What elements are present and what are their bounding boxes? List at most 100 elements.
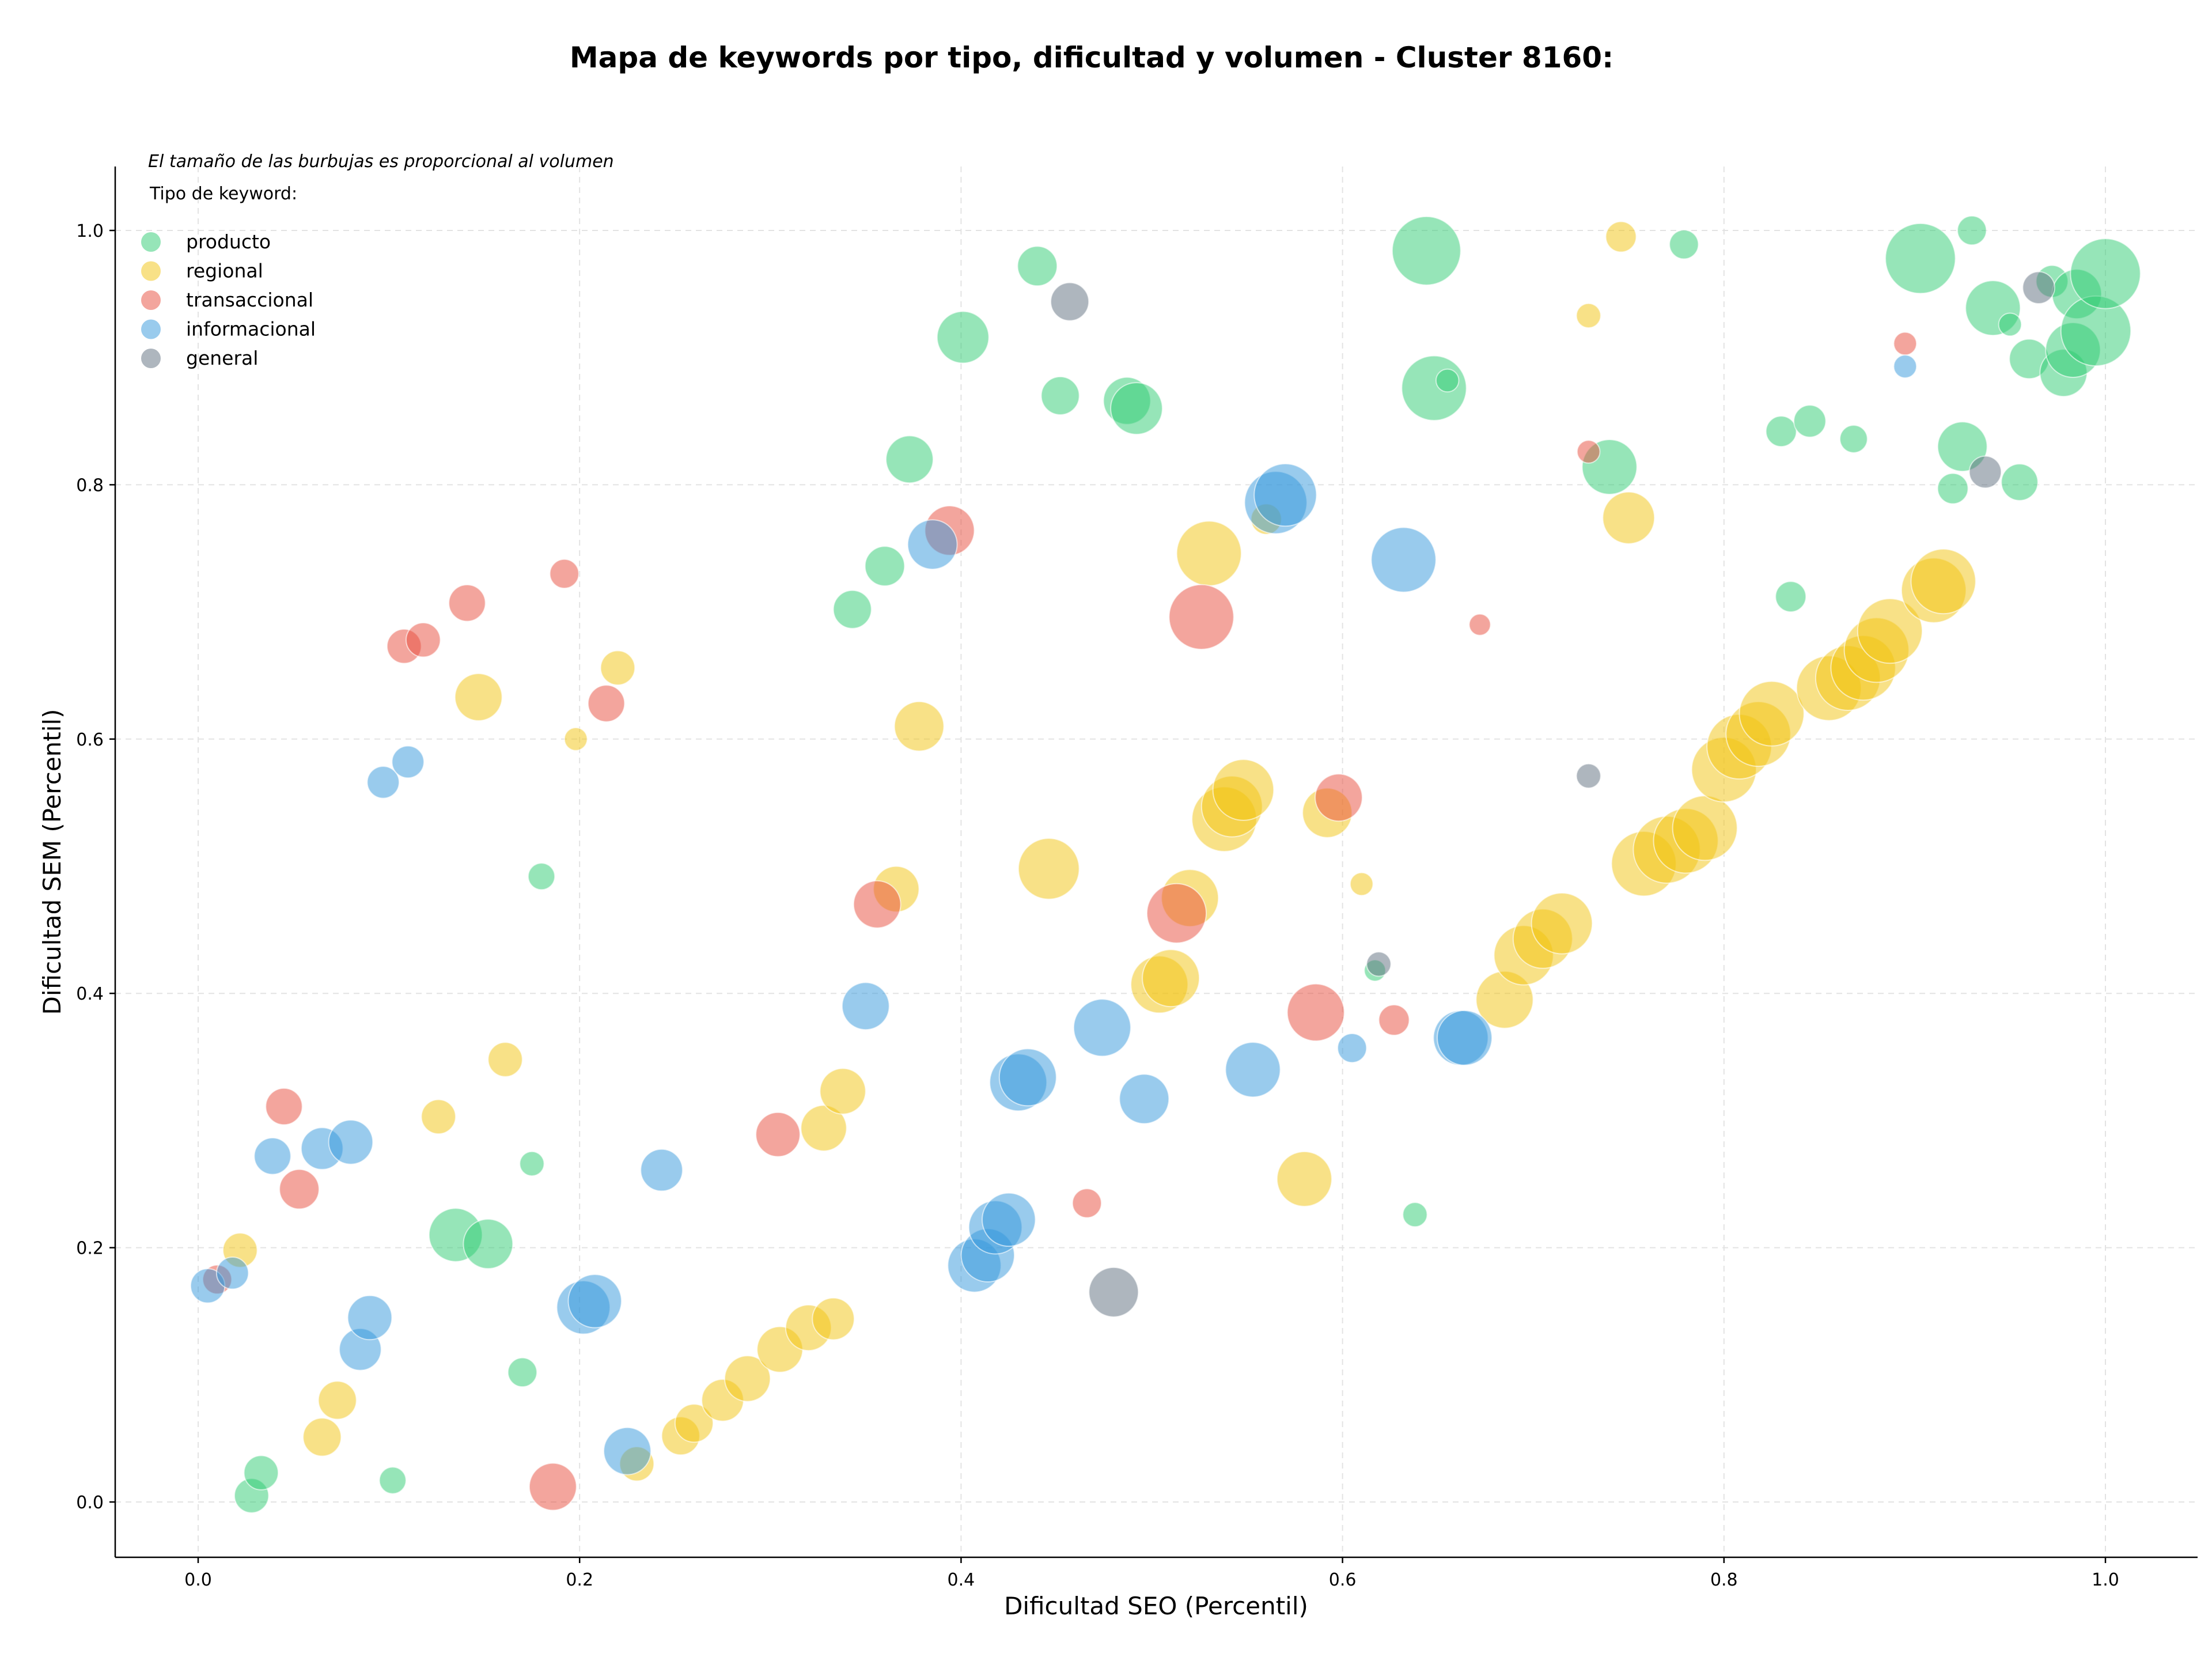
bubble-regional xyxy=(1142,949,1200,1008)
bubble-regional xyxy=(302,1417,342,1457)
series-informacional xyxy=(190,354,1918,1475)
bubble-informacional xyxy=(1225,1042,1281,1098)
legend-label: general xyxy=(186,347,258,369)
bubble-producto xyxy=(1937,472,1969,505)
bubble-producto xyxy=(527,862,556,891)
bubble-transaccional xyxy=(1315,773,1363,822)
bubble-regional xyxy=(1738,680,1805,747)
bubble-regional xyxy=(1910,548,1976,615)
bubble-informacional xyxy=(1893,354,1918,379)
bubble-producto xyxy=(519,1151,545,1177)
bubble-regional xyxy=(724,1355,771,1402)
bubble-transaccional xyxy=(406,622,441,658)
bubble-informacional xyxy=(1437,1009,1493,1066)
bubble-regional xyxy=(812,1297,855,1341)
bubble-regional xyxy=(674,1403,714,1443)
legend-entries: producto regional transaccional informacion… xyxy=(141,230,316,369)
legend-entry-producto: producto xyxy=(141,230,271,253)
bubble-transaccional xyxy=(265,1087,303,1126)
bubble-regional xyxy=(1531,892,1593,955)
bubble-transaccional xyxy=(1286,983,1345,1042)
bubble-regional xyxy=(1602,491,1656,544)
bubble-regional xyxy=(317,1380,357,1420)
bubble-producto xyxy=(378,1466,407,1494)
bubble-general xyxy=(2022,271,2055,304)
bubble-general xyxy=(1088,1266,1139,1318)
bubble-producto xyxy=(2070,238,2141,309)
bubble-general xyxy=(1366,951,1392,977)
bubble-producto xyxy=(1669,229,1699,260)
x-tick-label: 0.6 xyxy=(1329,1570,1357,1590)
bubble-informacional xyxy=(1119,1073,1170,1125)
x-tick-label: 0.4 xyxy=(948,1570,975,1590)
y-tick-label: 1.0 xyxy=(76,221,104,241)
legend-label: regional xyxy=(186,260,263,282)
bubble-transaccional xyxy=(549,558,579,589)
bubble-layer xyxy=(190,215,2141,1514)
x-tick-label: 0.2 xyxy=(566,1570,593,1590)
legend-marker xyxy=(141,232,161,252)
bubble-informacional xyxy=(998,1048,1057,1107)
y-tick-label: 0.6 xyxy=(76,730,104,750)
bubble-informacional xyxy=(328,1119,374,1165)
bubble-regional xyxy=(1605,221,1637,253)
x-tick-label: 0.0 xyxy=(184,1570,212,1590)
bubble-regional xyxy=(600,650,636,686)
bubble-transaccional xyxy=(1071,1188,1103,1219)
y-tick-label: 0.8 xyxy=(76,475,104,495)
bubble-regional xyxy=(819,1068,866,1115)
bubble-regional xyxy=(563,727,588,751)
legend-label: transaccional xyxy=(186,289,313,311)
bubble-transaccional xyxy=(448,584,486,622)
legend-title: Tipo de keyword: xyxy=(149,184,297,204)
bubble-regional xyxy=(1017,838,1080,900)
bubble-informacional xyxy=(640,1148,683,1192)
bubble-regional xyxy=(800,1104,847,1152)
bubble-producto xyxy=(507,1357,538,1387)
bubble-informacional xyxy=(1253,463,1317,527)
bubble-producto xyxy=(832,589,872,629)
bubble-informacional xyxy=(1370,527,1437,593)
bubble-producto xyxy=(864,546,906,587)
legend-entry-informacional: informacional xyxy=(141,318,316,340)
bubble-transaccional xyxy=(528,1462,577,1511)
bubble-regional xyxy=(1349,872,1374,896)
y-axis-title: Dificultad SEM (Percentil) xyxy=(38,709,66,1015)
bubble-general xyxy=(1968,455,2002,489)
bubble-producto xyxy=(1017,245,1058,287)
bubble-informacional xyxy=(907,519,958,570)
bubble-producto xyxy=(1885,222,1956,294)
bubble-producto xyxy=(1391,215,1461,286)
bubble-producto xyxy=(2001,463,2039,501)
bubble-informacional xyxy=(391,745,425,779)
legend-marker xyxy=(141,261,161,281)
bubble-transaccional xyxy=(755,1111,801,1157)
bubble-regional xyxy=(893,701,945,752)
chart-title: Mapa de keywords por tipo, dificultad y … xyxy=(570,41,1613,74)
bubble-producto xyxy=(1775,581,1807,612)
bubble-regional xyxy=(1212,759,1275,821)
bubble-transaccional xyxy=(1893,331,1918,356)
legend-label: producto xyxy=(186,230,271,253)
series-transaccional xyxy=(202,331,1918,1511)
bubble-producto xyxy=(1765,415,1797,448)
bubble-informacional xyxy=(1073,998,1131,1057)
bubble-informacional xyxy=(603,1427,652,1475)
bubble-producto xyxy=(1998,312,2022,337)
bubble-size-note: El tamaño de las burbujas es proporciona… xyxy=(148,152,614,172)
x-ticks: 0.0 0.2 0.4 0.6 0.8 1.0 xyxy=(184,1557,2119,1590)
bubble-transaccional xyxy=(853,880,902,929)
bubble-general xyxy=(1575,763,1601,789)
grid xyxy=(115,167,2198,1557)
legend: El tamaño de las burbujas es proporciona… xyxy=(141,152,614,369)
bubble-producto xyxy=(1937,421,1988,472)
legend-marker xyxy=(141,290,161,310)
bubble-informacional xyxy=(982,1192,1036,1247)
y-tick-label: 0.0 xyxy=(76,1493,104,1513)
bubble-transaccional xyxy=(1378,1004,1410,1036)
bubble-regional xyxy=(421,1099,456,1135)
bubble-informacional xyxy=(253,1137,291,1175)
y-ticks: 0.0 0.2 0.4 0.6 0.8 1.0 xyxy=(76,221,115,1513)
legend-marker xyxy=(141,349,161,368)
bubble-transaccional xyxy=(1576,440,1601,464)
